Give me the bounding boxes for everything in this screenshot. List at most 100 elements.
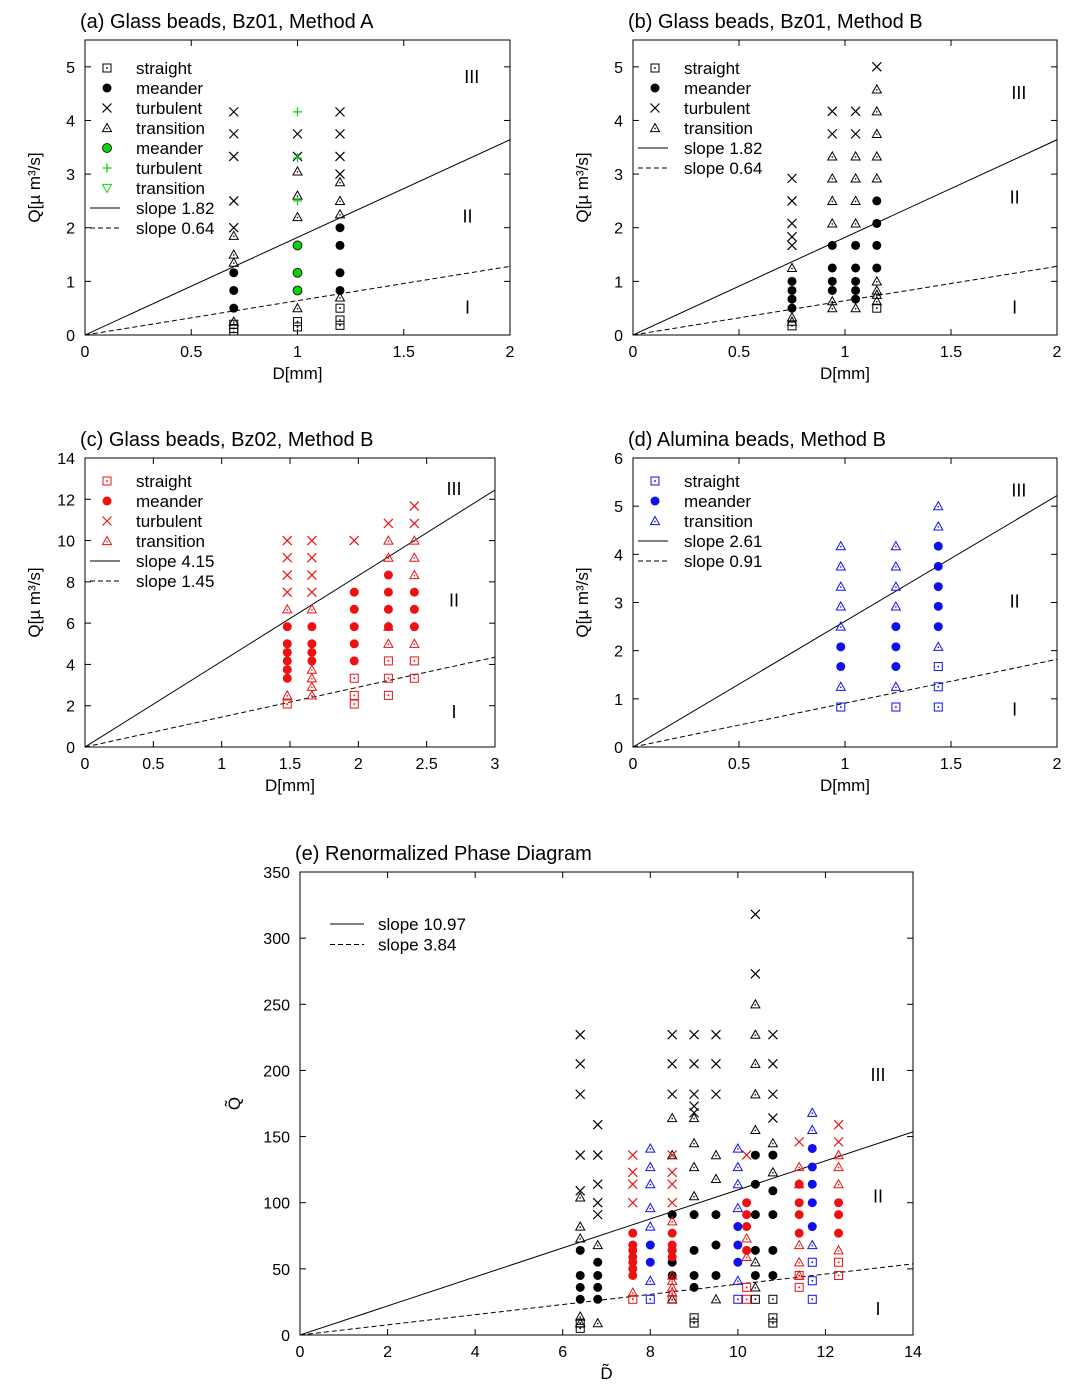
data-point bbox=[836, 702, 846, 712]
data-point bbox=[627, 1197, 638, 1208]
data-point bbox=[666, 1215, 678, 1226]
data-point bbox=[593, 1257, 603, 1267]
marker-triangle-dot bbox=[339, 181, 341, 184]
data-point bbox=[307, 622, 317, 632]
data-point bbox=[890, 540, 902, 551]
data-point bbox=[306, 570, 317, 580]
data-point bbox=[933, 601, 943, 611]
marker-triangle bbox=[850, 195, 861, 206]
data-point bbox=[689, 1270, 699, 1280]
marker-triangle bbox=[334, 208, 346, 219]
data-point bbox=[826, 195, 838, 206]
marker-triangle-dot bbox=[876, 301, 878, 303]
y-tick-label: 5 bbox=[66, 60, 75, 77]
marker-triangle-dot bbox=[311, 609, 313, 611]
data-point bbox=[688, 1190, 700, 1201]
marker-square bbox=[650, 476, 660, 486]
marker-triangle-dot bbox=[296, 307, 299, 310]
marker-triangle-dot bbox=[671, 1287, 673, 1289]
marker-triangle-dot bbox=[311, 686, 313, 688]
data-point bbox=[628, 1264, 638, 1274]
data-point bbox=[645, 1257, 655, 1267]
series-transition-black bbox=[228, 165, 346, 326]
marker-x bbox=[667, 1089, 678, 1100]
marker-x bbox=[627, 1197, 638, 1208]
marker-square bbox=[750, 1294, 760, 1304]
marker-triangle bbox=[101, 122, 113, 133]
marker-triangle-dot bbox=[106, 540, 108, 543]
marker-circle bbox=[349, 656, 359, 666]
marker-triangle bbox=[228, 249, 240, 259]
data-point bbox=[871, 128, 883, 138]
marker-x bbox=[627, 1167, 638, 1178]
marker-square bbox=[282, 699, 292, 709]
marker-circle bbox=[807, 1198, 817, 1208]
marker-square bbox=[349, 690, 359, 700]
data-point bbox=[750, 998, 761, 1009]
plot-content bbox=[633, 61, 1057, 335]
data-point bbox=[409, 638, 420, 648]
legend-label: transition bbox=[136, 532, 205, 551]
marker-x bbox=[711, 1029, 721, 1040]
series-meander-red bbox=[282, 570, 419, 683]
data-point bbox=[593, 1294, 603, 1304]
data-point bbox=[835, 681, 847, 691]
marker-square-dot bbox=[671, 1298, 673, 1301]
x-tick-label: 3 bbox=[491, 756, 500, 773]
data-point bbox=[667, 1029, 678, 1040]
data-point bbox=[409, 587, 419, 597]
marker-square bbox=[742, 1282, 752, 1292]
marker-triangle-dot bbox=[831, 307, 833, 310]
series-straight-blue bbox=[836, 662, 943, 712]
data-point bbox=[871, 105, 883, 116]
plot-content bbox=[85, 106, 510, 335]
x-tick-label: 0 bbox=[81, 756, 90, 773]
fit-line-solid bbox=[633, 139, 1057, 335]
data-point bbox=[794, 1136, 805, 1147]
marker-triangle-dot bbox=[876, 156, 878, 158]
marker-x bbox=[767, 1113, 778, 1123]
marker-triangle-dot bbox=[837, 1250, 840, 1252]
marker-circle bbox=[750, 1270, 760, 1280]
data-point bbox=[228, 151, 239, 162]
marker-triangle-dot bbox=[754, 1287, 757, 1289]
series-turbulent-black bbox=[787, 61, 882, 251]
legend-label: slope 1.45 bbox=[136, 572, 214, 591]
marker-circle bbox=[409, 622, 419, 632]
y-tick-label: 10 bbox=[57, 534, 75, 551]
marker-square bbox=[689, 1318, 699, 1328]
marker-circle bbox=[282, 665, 292, 675]
data-point bbox=[592, 1209, 603, 1220]
fit-line-dashed bbox=[85, 656, 495, 747]
region-label: II bbox=[1010, 591, 1020, 611]
data-point bbox=[306, 681, 318, 691]
x-axis-label: D[mm] bbox=[272, 364, 322, 383]
marker-square-dot bbox=[232, 323, 235, 326]
data-point bbox=[733, 1294, 743, 1304]
y-tick-label: 3 bbox=[66, 167, 75, 184]
marker-triangle-dot bbox=[831, 156, 833, 158]
marker-triangle-dot bbox=[671, 1292, 673, 1294]
y-tick-label: 6 bbox=[66, 616, 75, 633]
marker-circle bbox=[628, 1270, 638, 1280]
marker-triangle-dot bbox=[654, 127, 656, 130]
marker-circle bbox=[933, 622, 943, 632]
data-point bbox=[667, 1167, 678, 1178]
marker-triangle bbox=[228, 257, 240, 267]
data-point bbox=[335, 320, 345, 330]
y-axis-label: Q[µ m³/s] bbox=[25, 567, 44, 637]
marker-x bbox=[871, 61, 882, 72]
data-point bbox=[383, 587, 393, 597]
data-point bbox=[383, 535, 394, 545]
data-point bbox=[349, 656, 359, 666]
marker-triangle-dot bbox=[649, 1183, 651, 1186]
marker-circle bbox=[575, 1270, 585, 1280]
data-point bbox=[574, 1191, 586, 1202]
marker-triangle bbox=[871, 83, 883, 94]
marker-circle bbox=[282, 647, 292, 657]
data-point bbox=[335, 303, 345, 313]
marker-triangle-dot bbox=[876, 294, 878, 296]
x-tick-label: 4 bbox=[471, 1344, 480, 1361]
data-point bbox=[689, 1029, 699, 1040]
data-point bbox=[383, 570, 393, 580]
